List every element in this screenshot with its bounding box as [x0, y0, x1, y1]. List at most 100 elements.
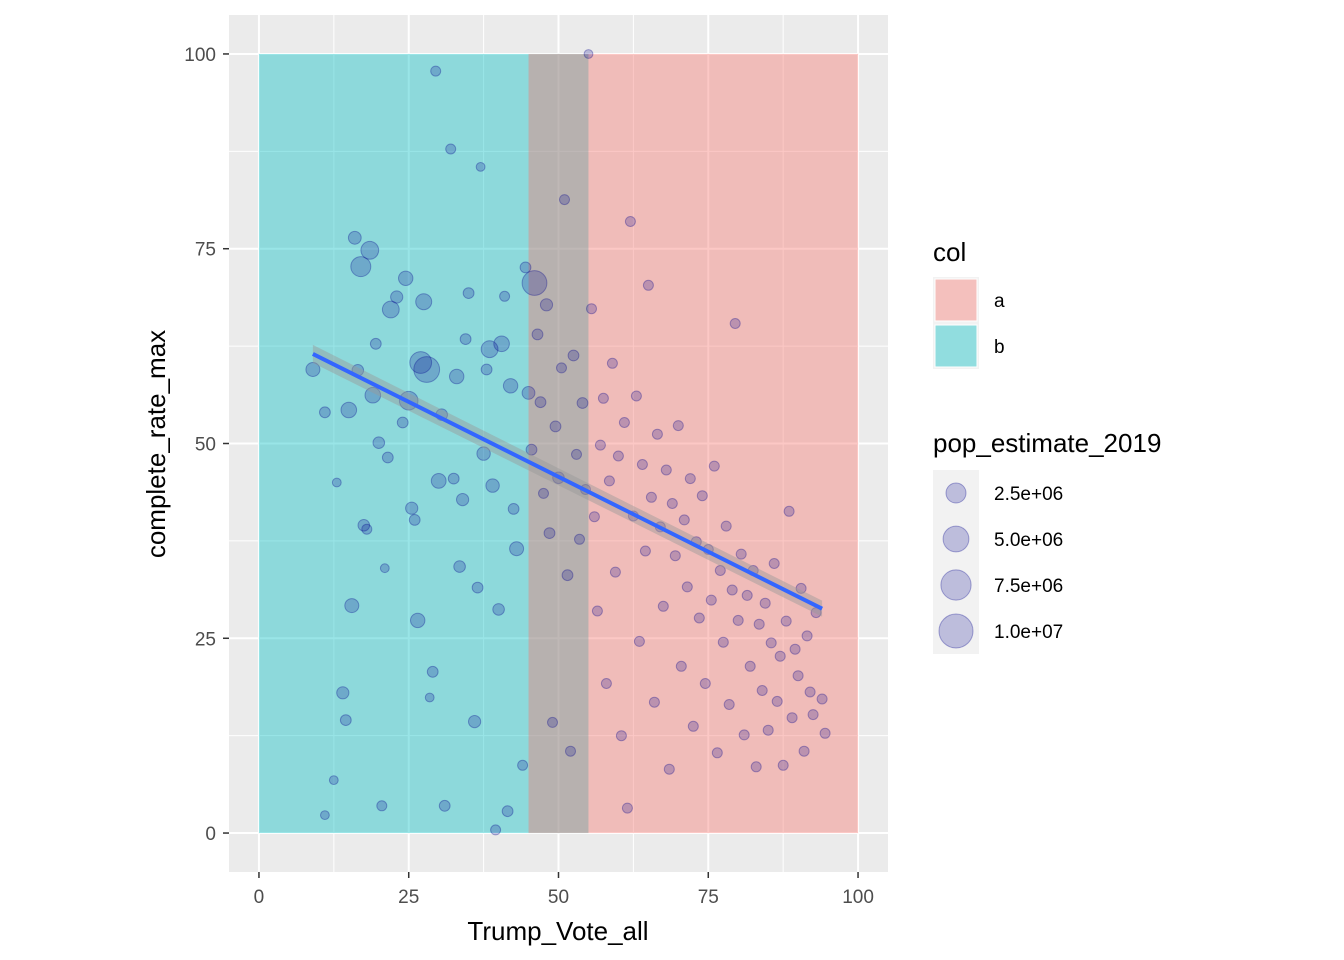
data-point: [409, 351, 433, 374]
data-point: [609, 566, 621, 578]
data-point: [320, 810, 330, 820]
data-point: [618, 417, 630, 428]
data-point: [675, 660, 687, 672]
data-point: [539, 298, 554, 312]
legend-label-b: b: [994, 337, 1005, 358]
data-point: [750, 761, 762, 773]
data-point: [819, 727, 831, 739]
data-point: [449, 368, 465, 385]
axis-ticks: [223, 53, 859, 878]
legend-size-key: [940, 569, 972, 601]
data-point: [476, 446, 491, 461]
data-point: [741, 589, 753, 601]
data-point: [480, 363, 493, 376]
data-point: [687, 720, 699, 732]
data-point: [777, 759, 789, 771]
data-point: [660, 464, 672, 476]
data-point: [586, 303, 597, 315]
data-point: [426, 665, 439, 678]
data-point: [574, 533, 585, 545]
data-point: [588, 511, 600, 523]
legend-size-title: pop_estimate_2019: [933, 428, 1161, 458]
data-point: [771, 695, 783, 707]
data-point: [453, 560, 466, 573]
data-point: [630, 390, 642, 402]
data-point: [331, 477, 342, 488]
data-point: [525, 443, 538, 456]
data-point: [765, 637, 777, 649]
data-point: [369, 337, 382, 350]
data-point: [501, 805, 514, 818]
data-point: [381, 451, 394, 464]
shaded-regions: [258, 53, 859, 834]
data-point: [561, 569, 574, 582]
data-point: [729, 318, 741, 329]
data-point: [624, 216, 636, 227]
data-point: [571, 448, 582, 460]
data-point: [534, 396, 547, 409]
data-point: [768, 558, 780, 569]
data-point: [576, 397, 589, 409]
data-point: [723, 699, 735, 710]
legend-fill-title: col: [933, 237, 966, 267]
data-point: [693, 612, 705, 624]
data-point: [517, 759, 529, 771]
data-point: [456, 493, 470, 507]
data-point: [357, 519, 371, 532]
data-point: [390, 290, 404, 304]
data-point: [447, 472, 460, 485]
data-point: [475, 162, 486, 172]
regression-fit: [311, 344, 823, 617]
x-tick-label: 25: [398, 887, 419, 908]
data-point: [762, 724, 774, 736]
data-point: [621, 802, 633, 814]
data-point: [305, 362, 321, 377]
legend-label-a: a: [994, 291, 1005, 312]
data-point: [468, 715, 482, 729]
data-point: [597, 392, 609, 404]
data-point: [372, 436, 386, 450]
data-point: [804, 686, 816, 698]
data-point: [753, 618, 765, 630]
data-point: [565, 745, 576, 757]
y-tick-label: 0: [205, 824, 216, 845]
data-point: [786, 712, 798, 724]
data-point: [732, 614, 744, 626]
data-point: [648, 696, 660, 708]
legend-fill: col a b: [933, 237, 1005, 369]
data-point: [792, 670, 804, 682]
legend-size-label: 2.5e+06: [994, 484, 1063, 505]
data-point: [344, 598, 360, 614]
data-point: [398, 270, 414, 286]
y-tick-label: 25: [195, 629, 216, 650]
data-point: [364, 386, 382, 404]
data-point: [639, 545, 651, 557]
data-point: [633, 635, 645, 647]
data-point: [717, 636, 729, 648]
data-point: [603, 475, 615, 487]
data-point: [328, 775, 339, 785]
data-point: [636, 459, 648, 470]
data-point: [360, 240, 380, 260]
data-point: [735, 548, 747, 560]
data-point: [615, 730, 627, 742]
data-point: [708, 460, 720, 472]
data-point: [645, 491, 657, 503]
data-point: [543, 527, 556, 539]
data-point: [678, 514, 690, 526]
grid-major: [229, 15, 888, 872]
x-tick-label: 100: [842, 887, 874, 908]
data-point: [681, 581, 693, 593]
data-point: [612, 450, 624, 462]
data-point: [720, 520, 732, 532]
data-point: [521, 270, 548, 296]
data-point: [531, 328, 544, 341]
data-point: [642, 279, 654, 291]
data-point: [507, 503, 520, 515]
data-point: [410, 612, 426, 629]
y-tick-labels: 0 25 50 75 100: [184, 45, 216, 845]
data-point: [424, 692, 435, 703]
data-point: [714, 565, 726, 576]
data-point: [350, 256, 372, 278]
data-point: [519, 261, 532, 274]
